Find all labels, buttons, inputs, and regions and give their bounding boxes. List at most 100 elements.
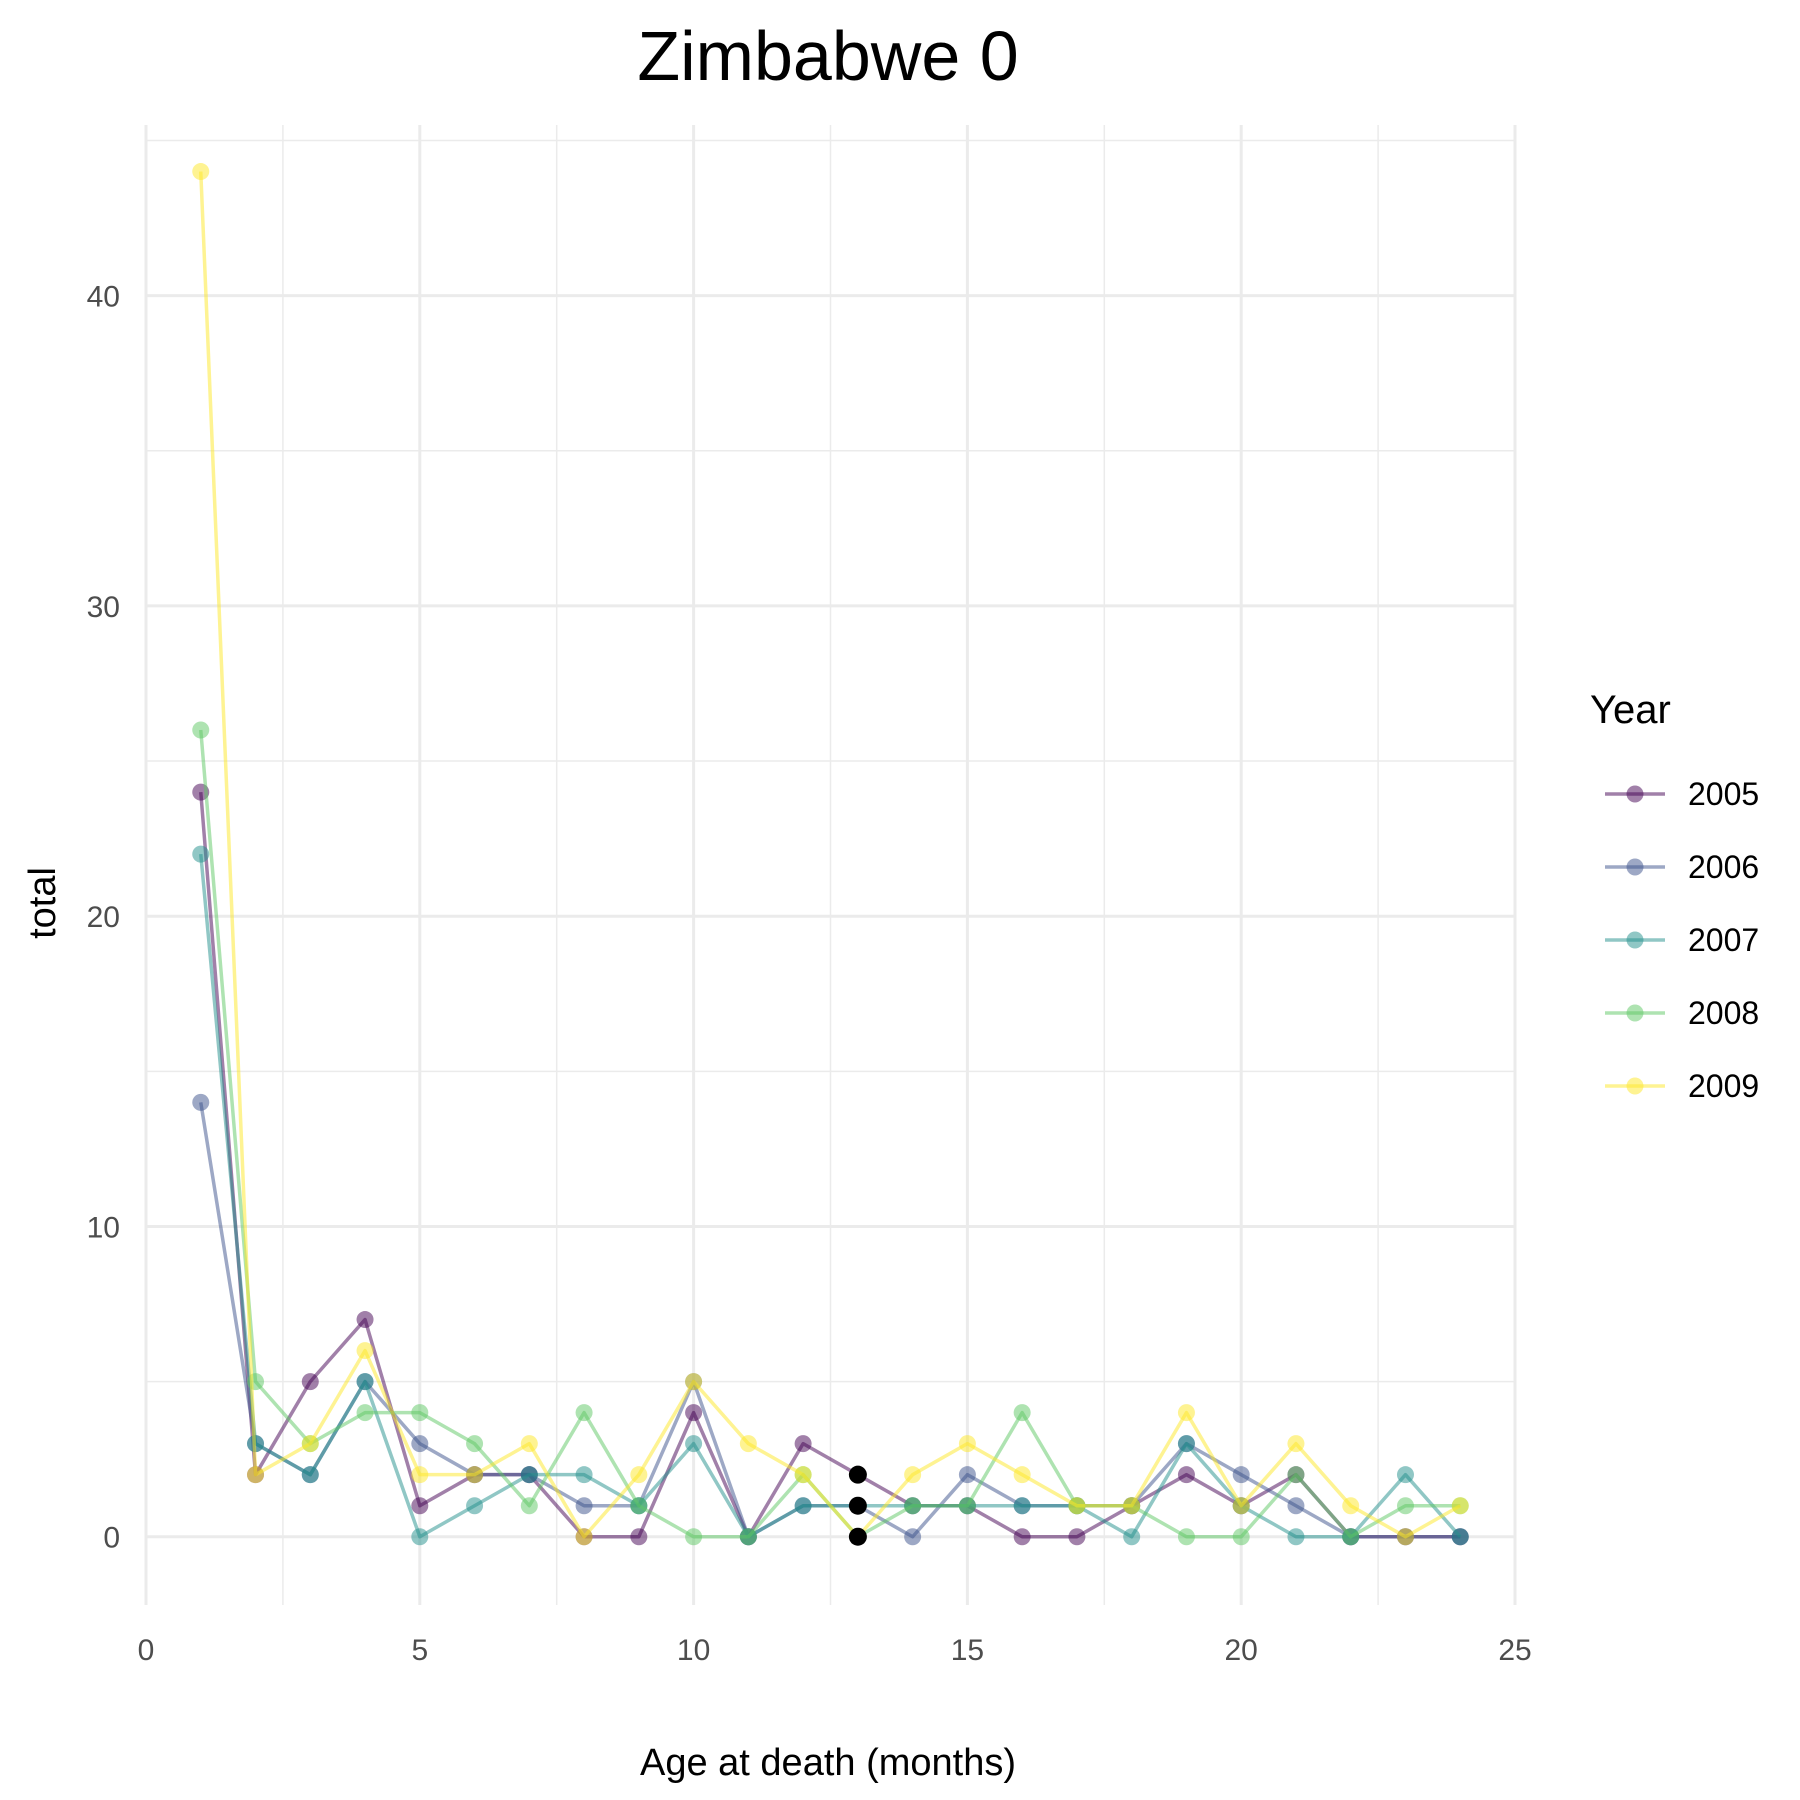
highlight-points	[848, 1465, 867, 1546]
data-point-2009	[575, 1528, 593, 1546]
data-point-2007	[1013, 1497, 1031, 1515]
data-point-2008	[1342, 1528, 1360, 1546]
x-tick-label: 25	[1498, 1634, 1531, 1667]
data-point-2006	[958, 1466, 976, 1484]
legend-label: 2009	[1688, 1068, 1759, 1104]
data-point-2008	[192, 721, 210, 739]
data-point-2008	[1287, 1466, 1305, 1484]
data-point-2006	[575, 1497, 593, 1515]
major-gridlines	[144, 125, 1517, 1605]
data-point-2008	[958, 1497, 976, 1515]
data-point-2006	[904, 1528, 922, 1546]
series-line-2009	[199, 171, 1462, 1539]
legend-key-point	[1626, 931, 1644, 949]
data-point-2009	[1013, 1466, 1031, 1484]
legend-key-point	[1626, 1004, 1644, 1022]
data-point-2007	[1451, 1528, 1469, 1546]
legend-key-point	[1626, 858, 1644, 876]
data-point-2007	[1287, 1528, 1305, 1546]
data-point-2007	[794, 1497, 812, 1515]
data-point-2005	[685, 1404, 703, 1422]
data-point-2009	[1123, 1497, 1141, 1515]
data-point-2009	[247, 1466, 265, 1484]
series-layer	[192, 163, 1469, 1546]
data-point-2009	[1232, 1497, 1250, 1515]
minor-gridlines	[146, 125, 1515, 1605]
data-point-2008	[575, 1404, 593, 1422]
legend-label: 2006	[1688, 849, 1759, 885]
highlight-point	[848, 1496, 867, 1515]
data-point-2008	[904, 1497, 922, 1515]
data-point-2008	[1013, 1404, 1031, 1422]
data-point-2007	[1177, 1435, 1195, 1453]
data-point-2009	[904, 1466, 922, 1484]
x-axis-ticks: 0 5 10 15 20 25	[138, 1634, 1532, 1667]
data-point-2007	[466, 1497, 484, 1515]
legend-item-2008: 2008	[1605, 995, 1759, 1031]
data-point-2008	[411, 1404, 429, 1422]
data-point-2009	[630, 1466, 648, 1484]
legend-item-2005: 2005	[1605, 776, 1759, 812]
x-axis-title: Age at death (months)	[640, 1742, 1016, 1784]
x-tick-label: 5	[411, 1634, 428, 1667]
y-tick-label: 10	[87, 1211, 120, 1244]
data-point-2008	[466, 1435, 484, 1453]
chart-title: Zimbabwe 0	[637, 17, 1018, 95]
highlight-point	[848, 1527, 867, 1546]
data-point-2007	[575, 1466, 593, 1484]
data-point-2008	[247, 1373, 265, 1391]
data-point-2005	[630, 1528, 648, 1546]
highlight-point	[848, 1465, 867, 1484]
data-point-2008	[520, 1497, 538, 1515]
data-point-2009	[1287, 1435, 1305, 1453]
data-point-2009	[1396, 1528, 1414, 1546]
data-point-2009	[794, 1466, 812, 1484]
data-point-2005	[1013, 1528, 1031, 1546]
data-point-2008	[739, 1528, 757, 1546]
data-point-2006	[1287, 1497, 1305, 1515]
data-point-2007	[520, 1466, 538, 1484]
data-point-2005	[356, 1311, 374, 1329]
data-point-2009	[1342, 1497, 1360, 1515]
legend-label: 2005	[1688, 776, 1759, 812]
data-point-2005	[301, 1373, 319, 1391]
y-tick-label: 20	[87, 901, 120, 934]
data-point-2005	[411, 1497, 429, 1515]
legend-item-2007: 2007	[1605, 922, 1759, 958]
data-point-2005	[794, 1435, 812, 1453]
data-point-2007	[1396, 1466, 1414, 1484]
x-tick-label: 10	[677, 1634, 710, 1667]
y-tick-label: 40	[87, 281, 120, 314]
data-point-2007	[301, 1466, 319, 1484]
legend-label: 2008	[1688, 995, 1759, 1031]
y-axis-ticks: 0 10 20 30 40	[87, 281, 120, 1555]
data-point-2007	[685, 1435, 703, 1453]
series-line-2005	[199, 791, 1461, 1539]
data-point-2006	[1232, 1466, 1250, 1484]
data-point-2009	[356, 1342, 374, 1360]
data-point-2009	[1177, 1404, 1195, 1422]
x-tick-label: 15	[951, 1634, 984, 1667]
legend-item-2006: 2006	[1605, 849, 1759, 885]
data-point-2008	[1396, 1497, 1414, 1515]
data-point-2006	[411, 1435, 429, 1453]
data-point-2009	[301, 1435, 319, 1453]
data-point-2007	[411, 1528, 429, 1546]
data-point-2009	[1451, 1497, 1469, 1515]
data-point-2009	[739, 1435, 757, 1453]
series-2009	[192, 163, 1469, 1546]
legend-label: 2007	[1688, 922, 1759, 958]
data-point-2009	[411, 1466, 429, 1484]
data-point-2009	[685, 1373, 703, 1391]
data-point-2007	[356, 1373, 374, 1391]
x-tick-label: 0	[138, 1634, 155, 1667]
data-point-2007	[1123, 1528, 1141, 1546]
y-tick-label: 30	[87, 591, 120, 624]
data-point-2006	[192, 1093, 210, 1111]
data-point-2009	[466, 1466, 484, 1484]
data-point-2009	[1068, 1497, 1086, 1515]
data-point-2008	[1232, 1528, 1250, 1546]
legend-key-point	[1626, 1077, 1644, 1095]
data-point-2009	[958, 1435, 976, 1453]
